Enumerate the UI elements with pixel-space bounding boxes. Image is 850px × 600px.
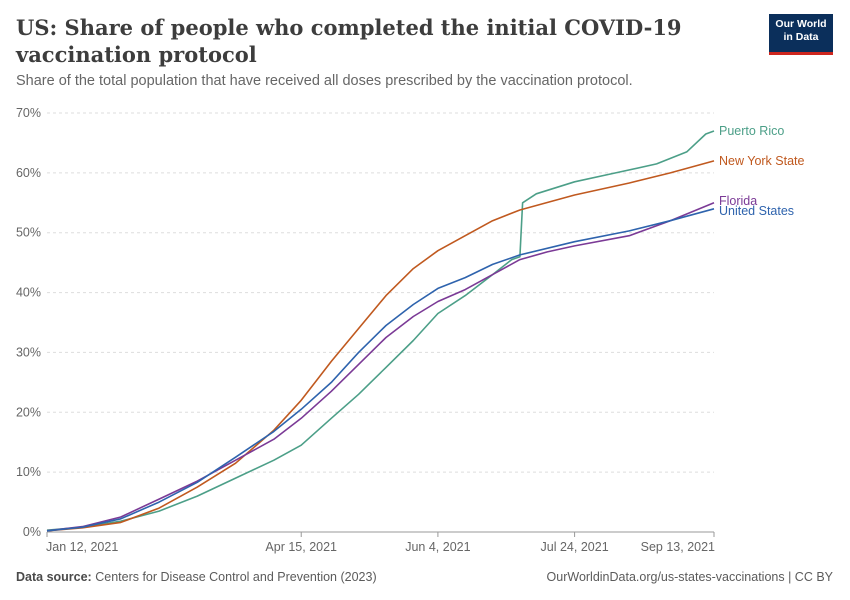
data-source-label: Data source: [16,570,92,584]
chart-subtitle: Share of the total population that have … [16,73,633,89]
x-tick-label: Jun 4, 2021 [405,540,470,554]
series-line-united-states[interactable] [46,208,715,532]
series-label-new-york-state[interactable]: New York State [719,154,805,168]
owid-logo[interactable]: Our World in Data [769,14,833,55]
chart-title: US: Share of people who completed the in… [16,15,682,67]
series-label-puerto-rico[interactable]: Puerto Rico [719,124,784,138]
y-tick-label: 0% [23,525,41,539]
logo-line-2: in Data [783,31,819,43]
x-axis: Jan 12, 2021 Apr 15, 2021 Jun 4, 2021 Jul 2… [46,531,715,554]
y-tick-label: 10% [16,465,41,479]
grid-lines: 0% 10% 20% 30% 40% 50% 60% 70% [16,106,714,539]
series-label-florida[interactable]: Florida [719,194,757,208]
y-tick-label: 50% [16,226,41,240]
data-source-text[interactable]: Centers for Disease Control and Preventi… [95,570,377,584]
data-source: Data source: Centers for Disease Control… [16,570,377,584]
logo-line-1: Our World [775,18,827,30]
y-tick-label: 60% [16,166,41,180]
x-tick-label: Jul 24, 2021 [541,540,609,554]
series-line-new-york-state[interactable] [46,160,715,532]
y-tick-label: 20% [16,405,41,419]
y-tick-label: 30% [16,345,41,359]
source-url[interactable]: OurWorldinData.org/us-states-vaccination… [546,570,833,584]
series-line-puerto-rico[interactable] [46,130,715,531]
series-lines [46,130,715,532]
x-tick-label: Jan 12, 2021 [46,540,118,554]
series-line-florida[interactable] [46,202,715,532]
y-tick-label: 40% [16,286,41,300]
series-label-united-states[interactable]: United States [719,204,794,218]
x-tick-label: Sep 13, 2021 [641,540,715,554]
y-tick-label: 70% [16,106,41,120]
x-tick-label: Apr 15, 2021 [265,540,337,554]
line-chart: 0% 10% 20% 30% 40% 50% 60% 70% Jan 12, 2021 Apr … [16,106,805,554]
